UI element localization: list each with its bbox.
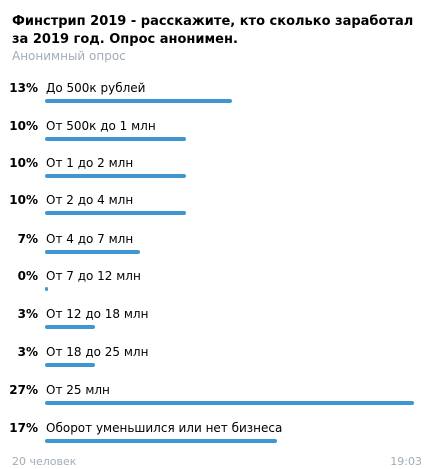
option-bar-fill (45, 250, 140, 254)
message-time: 19:03 (390, 455, 422, 468)
option-bar-fill (45, 439, 278, 443)
option-percent: 3% (17, 307, 38, 321)
poll-option[interactable]: 3% От 12 до 18 млн (0, 306, 433, 340)
option-bar (45, 137, 414, 141)
option-percent: 27% (9, 383, 38, 397)
option-percent: 7% (17, 232, 38, 246)
poll-question: Финстрип 2019 - расскажите, кто сколько … (12, 14, 414, 47)
option-bar (45, 287, 414, 291)
option-bar-fill (45, 211, 186, 215)
option-label: От 4 до 7 млн (46, 232, 134, 246)
option-bar (45, 250, 414, 254)
option-label: От 1 до 2 млн (46, 156, 134, 170)
option-bar-fill (45, 363, 95, 367)
option-label: От 2 до 4 млн (46, 193, 134, 207)
option-bar-fill (45, 99, 233, 103)
poll-option[interactable]: 7% От 4 до 7 млн (0, 231, 433, 265)
poll-option[interactable]: 13% До 500к рублей (0, 80, 433, 114)
poll-option[interactable]: 10% От 2 до 4 млн (0, 192, 433, 226)
poll-type-label: Анонимный опрос (12, 49, 126, 63)
option-label: От 18 до 25 млн (46, 345, 149, 359)
option-label: Оборот уменьшился или нет бизнеса (46, 421, 283, 435)
option-bar-fill (45, 287, 48, 291)
poll-option[interactable]: 0% От 7 до 12 млн (0, 268, 433, 302)
option-bar-fill (45, 174, 186, 178)
option-bar (45, 325, 414, 329)
poll-option[interactable]: 17% Оборот уменьшился или нет бизнеса (0, 420, 433, 454)
option-label: От 12 до 18 млн (46, 307, 149, 321)
option-label: От 25 млн (46, 383, 110, 397)
poll-option[interactable]: 27% От 25 млн (0, 382, 433, 416)
option-percent: 10% (9, 119, 38, 133)
option-bar-fill (45, 401, 414, 405)
poll-option[interactable]: 3% От 18 до 25 млн (0, 344, 433, 378)
option-percent: 13% (9, 81, 38, 95)
option-bar (45, 363, 414, 367)
option-percent: 17% (9, 421, 38, 435)
option-bar-fill (45, 137, 186, 141)
option-bar (45, 99, 414, 103)
option-label: От 7 до 12 млн (46, 269, 141, 283)
option-percent: 10% (9, 156, 38, 170)
option-bar (45, 401, 414, 405)
poll-option[interactable]: 10% От 1 до 2 млн (0, 155, 433, 189)
option-percent: 3% (17, 345, 38, 359)
option-bar (45, 439, 414, 443)
poll-footer: 20 человек 19:03 (12, 455, 422, 469)
poll-option[interactable]: 10% От 500к до 1 млн (0, 118, 433, 152)
option-label: До 500к рублей (46, 81, 146, 95)
option-label: От 500к до 1 млн (46, 119, 156, 133)
option-bar (45, 211, 414, 215)
option-bar (45, 174, 414, 178)
option-percent: 0% (17, 269, 38, 283)
option-percent: 10% (9, 193, 38, 207)
option-bar-fill (45, 325, 95, 329)
